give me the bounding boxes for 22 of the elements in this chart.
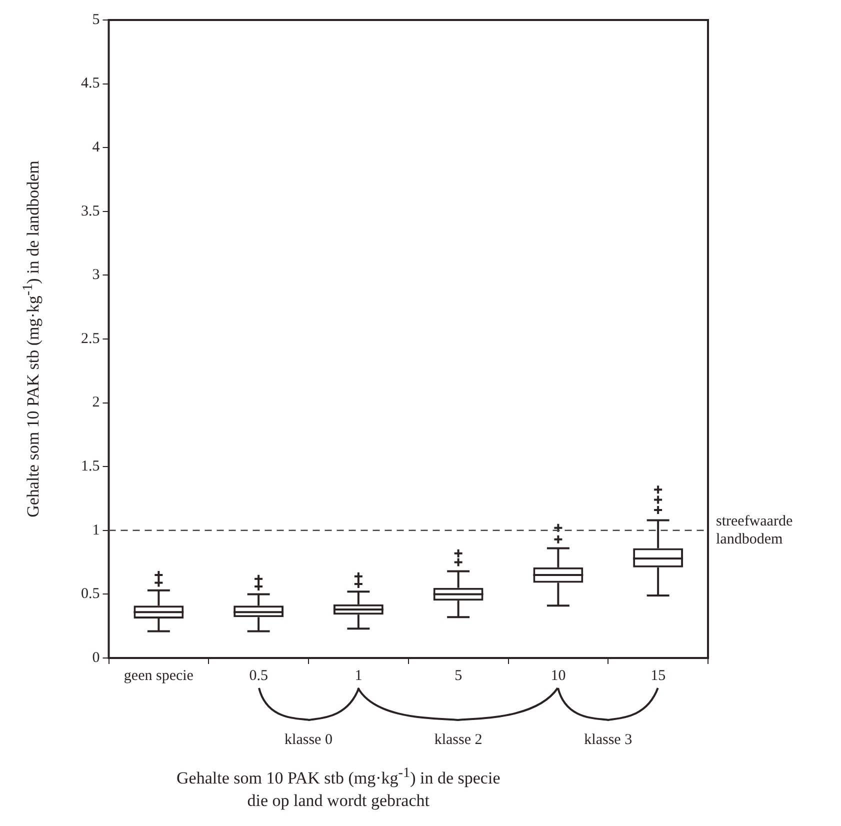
y-tick-label: 4.5 xyxy=(81,76,100,92)
y-tick-label: 0 xyxy=(92,650,100,666)
y-tick-label: 3.5 xyxy=(81,203,100,220)
y-tick-label: 4 xyxy=(92,140,100,156)
y-tick-label: 0.5 xyxy=(81,586,100,602)
y-tick-label: 2.5 xyxy=(81,330,100,347)
y-tick-label: 1 xyxy=(92,522,100,538)
x-axis-title: Gehalte som 10 PAK stb (mg·kg$^{-1}$) in de specie die op land wordt gebracht xyxy=(176,764,502,812)
text: klasse 0 xyxy=(284,732,332,749)
x-tick-label: geen specie xyxy=(124,668,194,684)
x-tick-label: 10 xyxy=(550,668,566,684)
ref-line-label: streefwaarde landbodem xyxy=(716,513,793,548)
x-tick-label: 0.5 xyxy=(249,668,268,684)
y-tick-label: 5 xyxy=(92,12,100,28)
text: klasse 2 xyxy=(434,732,482,749)
y-tick-label: 2 xyxy=(92,394,100,411)
y-tick-label: 1.5 xyxy=(81,458,100,475)
x-tick-label: 1 xyxy=(354,668,362,684)
x-tick-label: 5 xyxy=(454,668,462,684)
y-tick-label: 3 xyxy=(92,267,100,284)
x-tick-label: 15 xyxy=(650,668,666,684)
text: klasse 3 xyxy=(584,732,632,749)
